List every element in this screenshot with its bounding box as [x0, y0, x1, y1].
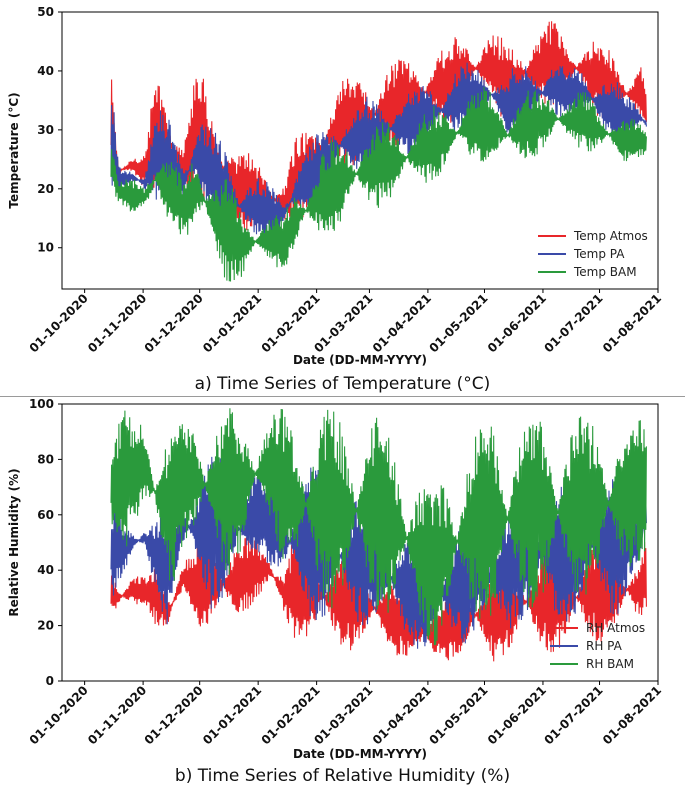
x-tick-label: 01-04-2021: [370, 291, 434, 355]
y-tick-label: 40: [37, 563, 54, 577]
plot-frame: [61, 11, 659, 290]
y-axis-label: Temperature (°C): [7, 92, 21, 208]
x-axis-label: Date (DD-MM-YYYY): [293, 747, 427, 761]
y-tick-label: 100: [29, 397, 54, 411]
y-tick-label: 20: [37, 619, 54, 633]
x-tick-label: 01-07-2021: [541, 683, 605, 747]
legend-label: RH Atmos: [586, 621, 645, 635]
x-tick-label: 01-08-2021: [600, 683, 664, 747]
series-line-temp-bam: [110, 86, 647, 282]
y-tick-label: 40: [37, 64, 54, 78]
x-tick-label: 01-01-2021: [200, 683, 264, 747]
plot-frame: [61, 403, 659, 682]
temperature-panel: 10 20 30 40 50 Temperature (°C) 01-10-2020 01-1…: [0, 0, 685, 394]
x-tick-label: 01-05-2021: [426, 683, 490, 747]
y-tick-label: 0: [46, 674, 54, 688]
y-tick-label: 30: [37, 123, 54, 137]
x-tick-label: 01-06-2021: [485, 291, 549, 355]
y-tick-label: 10: [37, 241, 54, 255]
legend-label: RH PA: [586, 639, 623, 653]
temperature-caption: a) Time Series of Temperature (°C): [194, 374, 491, 394]
x-tick-label: 01-08-2021: [600, 291, 664, 355]
legend-label: RH BAM: [586, 657, 634, 671]
humidity-panel: 0 20 40 60 80 100 Relative Humidity (%) 01-10-2…: [0, 396, 685, 790]
x-tick-label: 01-05-2021: [426, 291, 490, 355]
y-tick-label: 80: [37, 452, 54, 466]
x-tick-label: 01-10-2020: [27, 683, 91, 747]
x-tick-label: 01-12-2020: [142, 683, 206, 747]
series-line-rh-bam: [110, 408, 647, 646]
x-tick-label: 01-01-2021: [200, 291, 264, 355]
legend-label: Temp BAM: [573, 265, 637, 279]
x-tick-label: 01-10-2020: [27, 291, 91, 355]
y-tick-label: 20: [37, 182, 54, 196]
x-tick-label: 01-11-2020: [85, 291, 149, 355]
x-tick-label: 01-12-2020: [142, 291, 206, 355]
x-axis-label: Date (DD-MM-YYYY): [293, 353, 427, 367]
panel-divider: [0, 396, 685, 397]
y-tick-label: 50: [37, 5, 54, 19]
y-tick-label: 60: [37, 508, 54, 522]
legend-label: Temp PA: [573, 247, 625, 261]
humidity-chart: 0 20 40 60 80 100 Relative Humidity (%) 01-10-2…: [7, 397, 664, 761]
x-tick-label: 01-04-2021: [370, 683, 434, 747]
x-tick-label: 01-11-2020: [85, 683, 149, 747]
series-line-rh-atmos: [110, 530, 647, 662]
legend-label: Temp Atmos: [573, 229, 648, 243]
y-axis-label: Relative Humidity (%): [7, 468, 21, 616]
x-tick-label: 01-07-2021: [541, 291, 605, 355]
series-line-temp-pa: [110, 62, 647, 239]
humidity-caption: b) Time Series of Relative Humidity (%): [174, 766, 511, 786]
x-tick-label: 01-06-2021: [485, 683, 549, 747]
